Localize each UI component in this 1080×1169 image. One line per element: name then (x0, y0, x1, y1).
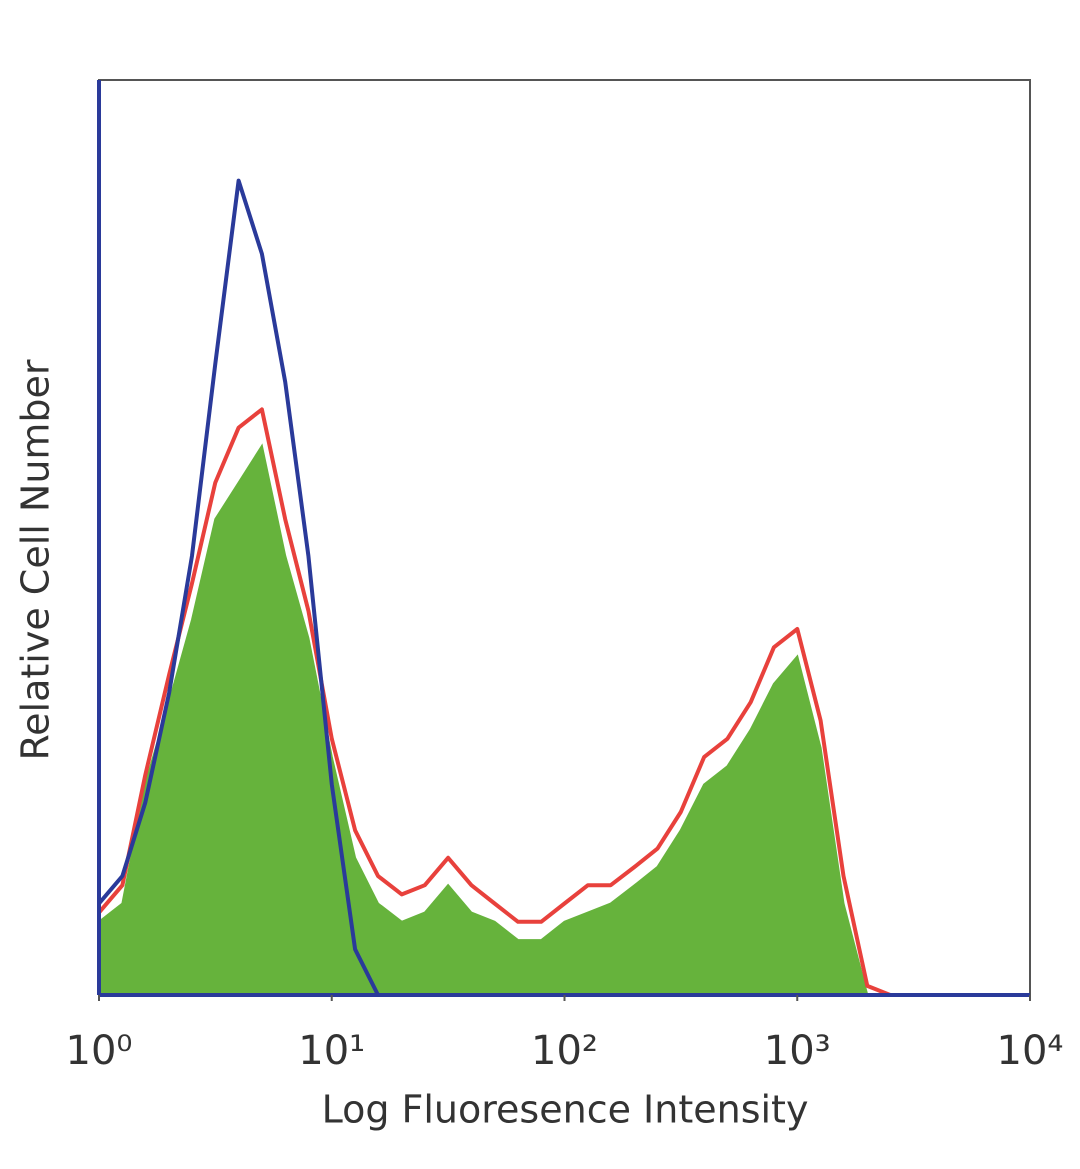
x-tick-label: 10³ (764, 1028, 831, 1074)
y-axis-label: Relative Cell Number (14, 359, 58, 760)
x-tick-label: 10⁰ (66, 1028, 133, 1074)
x-axis-label: Log Fluoresence Intensity (322, 1088, 809, 1132)
x-tick-label: 10¹ (298, 1028, 365, 1074)
x-tick-label: 10² (531, 1028, 598, 1074)
x-tick-label: 10⁴ (997, 1028, 1064, 1074)
area (98, 443, 891, 996)
line (97, 407, 892, 997)
